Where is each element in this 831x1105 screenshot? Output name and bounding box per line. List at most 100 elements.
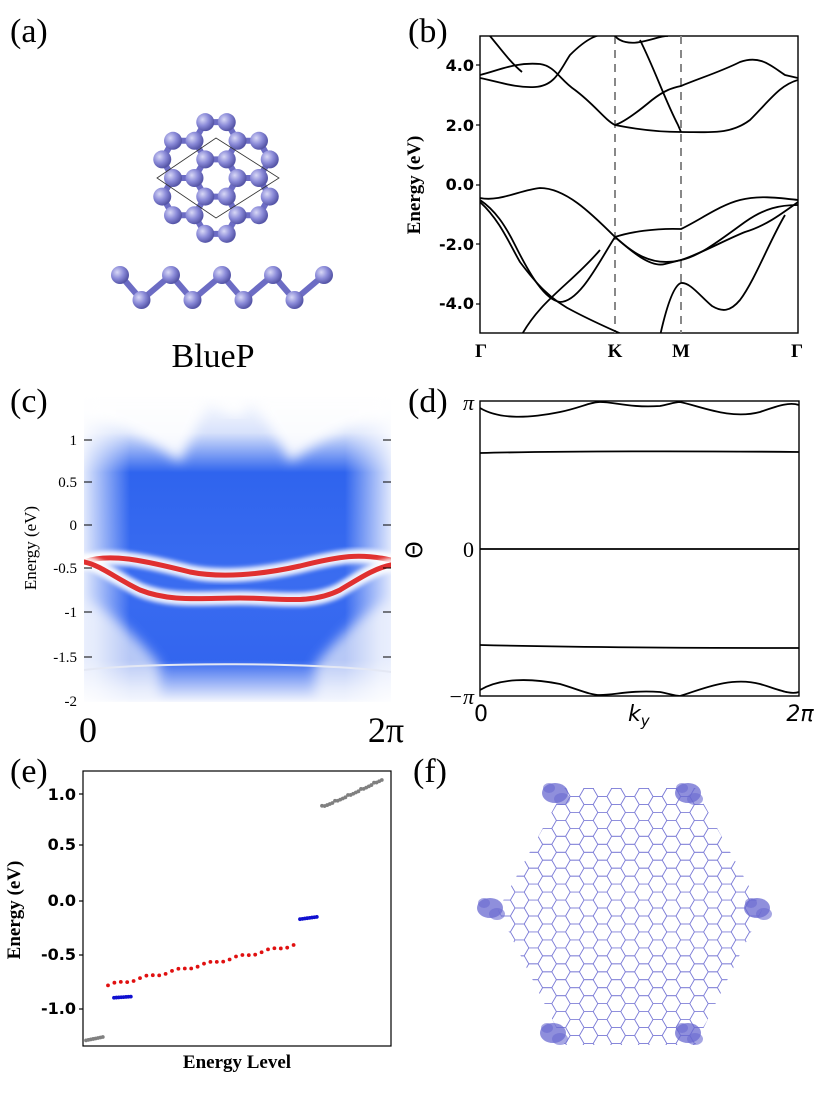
lattice-hexagon [592,828,613,845]
panel-f: (f) [413,753,777,1075]
atom [217,187,236,206]
lattice-hexagon [716,788,737,805]
band-curve [480,36,615,88]
energy-level-dot [246,953,251,958]
lattice-hexagon [498,1011,516,1028]
panel-d-label: (d) [408,383,448,420]
lattice-hexagon [537,875,557,893]
lattice-hexagon [565,1019,585,1036]
ytick-label: -2.0 [439,235,474,254]
lattice-hexagon [509,955,530,973]
ytick-pi: π [463,390,475,415]
energy-level-dot [138,976,142,981]
lattice-hexagon [498,1043,516,1045]
ytick-label: 0.5 [58,475,77,491]
corner-blob [478,898,490,908]
lattice-hexagon [579,1059,597,1075]
atom [185,169,204,187]
lattice-hexagon [744,931,762,949]
lattice-hexagon [675,971,695,989]
lattice-hexagon [498,939,502,957]
wannier-lines [480,401,799,696]
lattice-hexagon [716,851,737,869]
xtick-k: K [608,341,623,362]
lattice-hexagon [703,1003,723,1020]
energy-level-dot [330,801,335,805]
lattice-hexagon [524,1059,542,1075]
xtick-gamma-end: Γ [791,341,803,362]
lattice-hexagon [565,1035,585,1045]
lattice-hexagon [498,875,502,893]
panel-b-ylabel: Energy (eV) [404,136,425,235]
atom [196,187,215,206]
lattice-hexagon [509,1003,530,1020]
lattice-hexagon [730,923,751,941]
corner-blob [541,1023,553,1033]
corner-blob [756,908,772,920]
lattice-hexagon [648,1051,666,1067]
lattice-hexagon [565,875,585,893]
lattice-hexagon [523,788,544,805]
energy-level-dot [125,980,130,985]
atom [185,206,204,225]
xtick-m: M [672,341,690,362]
atom [164,131,182,150]
panel-d-xtick-0: 0 [474,702,488,727]
lattice-hexagon [537,923,557,941]
lattice-hexagon [498,828,502,845]
lattice-hexagon [703,875,723,893]
atom [196,224,215,243]
energy-level-dot [369,783,374,787]
lattice-hexagon [648,765,666,781]
panel-e-label: (e) [10,753,48,790]
lattice-hexagon [661,1043,682,1045]
lattice-hexagon [498,987,502,1004]
lattice-hexagon [758,955,762,973]
energy-level-dot [106,983,110,988]
lattice-hexagon [758,788,762,797]
energy-level-dot [227,957,232,962]
lattice-hexagon [759,765,777,781]
lattice-hexagon [662,1059,680,1075]
side-atom [264,266,282,284]
lattice-hexagon [498,971,502,989]
lattice-hexagon [758,923,762,941]
panel-b-frame [479,35,799,334]
lattice-hexagon [498,947,516,965]
panel-e-ylabel: Energy (eV) [4,861,25,960]
energy-level-dot [356,789,361,794]
lattice-hexagon [758,1019,762,1036]
energy-level-dot [214,959,219,964]
lattice-hexagon [537,828,557,845]
atom [196,113,215,132]
lattice-hexagon [565,923,585,941]
lattice-hexagon [551,1043,571,1045]
ytick-label: 2.0 [446,116,474,135]
lattice-hexagon [716,1027,737,1044]
lattice-hexagon [565,788,585,797]
lattice-hexagon [675,923,695,941]
panel-b-tick-marks [476,64,480,305]
atom [164,206,182,225]
ytick-label: 0.5 [48,835,76,854]
corner-blob [552,1033,568,1045]
lattice-hexagon [647,828,668,845]
lattice-hexagon [498,788,516,805]
lattice-hexagon [498,1035,502,1045]
lattice-hexagon [716,1011,737,1028]
lattice-hexagon [620,828,640,845]
energy-level-dot [170,968,174,973]
panel-d-xtick-2pi: 2π [786,702,814,727]
lattice-hexagon [647,971,668,989]
lattice-hexagon [704,765,722,781]
ytick-label: -1.0 [41,999,76,1018]
lattice-hexagon [744,995,762,1012]
ytick-label: 4.0 [446,56,474,75]
energy-level-dot [208,959,213,964]
energy-level-dot [100,1035,105,1039]
energy-level-dot [234,954,238,959]
lattice-hexagon [498,995,516,1012]
corner-blob [489,908,505,920]
lattice-hexagon [744,788,762,805]
lattice-hexagon [730,987,751,1004]
